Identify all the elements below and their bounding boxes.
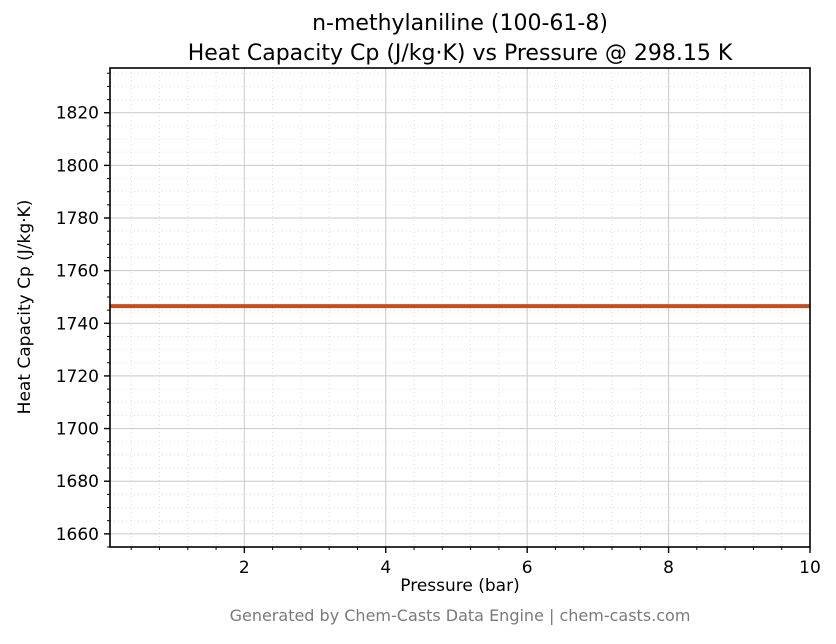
chart-title-line1: n-methylaniline (100-61-8)	[312, 11, 608, 36]
chart-title: n-methylaniline (100-61-8) Heat Capacity…	[110, 9, 810, 70]
y-tick-label: 1820	[56, 104, 99, 124]
x-tick-label: 10	[799, 558, 821, 578]
x-tick-label: 6	[522, 558, 533, 578]
chart-title-line2: Heat Capacity Cp (J/kg·K) vs Pressure @ …	[187, 41, 733, 67]
y-tick-label: 1740	[56, 314, 99, 334]
x-tick-label: 2	[239, 558, 250, 578]
y-tick-label: 1780	[56, 209, 99, 229]
y-tick-label: 1720	[56, 367, 99, 387]
y-tick-label: 1760	[56, 262, 99, 282]
y-tick-label: 1660	[56, 525, 99, 545]
x-tick-label: 8	[663, 558, 674, 578]
x-tick-label: 4	[380, 558, 391, 578]
x-axis-label: Pressure (bar)	[400, 576, 520, 596]
y-tick-label: 1800	[56, 156, 99, 176]
y-axis-label: Heat Capacity Cp (J/kg·K)	[15, 199, 35, 415]
plot-border	[109, 67, 811, 548]
footer-credit: Generated by Chem-Casts Data Engine | ch…	[229, 606, 691, 625]
y-tick-label: 1680	[56, 472, 99, 492]
y-tick-label: 1700	[56, 420, 99, 440]
